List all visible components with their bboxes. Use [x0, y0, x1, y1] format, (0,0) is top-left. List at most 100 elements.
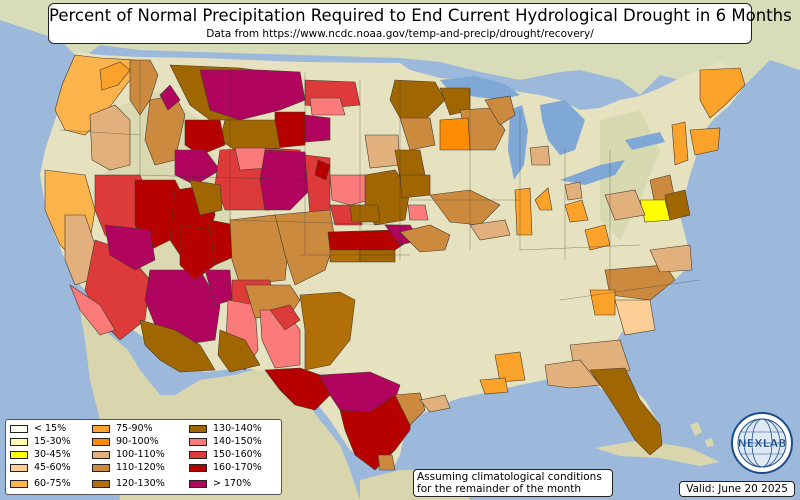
region-tx-tip: [377, 454, 396, 471]
legend-item: 30-45%: [10, 449, 71, 461]
note-line-2: for the remainder of the month: [417, 483, 582, 495]
legend-label: 90-100%: [116, 436, 159, 447]
region-florida: [589, 367, 663, 456]
legend-item: 90-100%: [92, 436, 159, 448]
legend-label: 160-170%: [213, 462, 262, 473]
region-ne-c: [329, 174, 371, 206]
legend-label: 110-120%: [116, 462, 165, 473]
region-ga-s: [544, 359, 601, 389]
region-tx-w: [264, 367, 331, 411]
region-ma: [689, 127, 721, 156]
region-mo-w: [399, 224, 451, 253]
title-box: Percent of Normal Precipitation Required…: [48, 3, 792, 44]
region-utah-ne: [189, 179, 223, 216]
region-ok-n: [329, 249, 361, 263]
gulf-of-california: [125, 330, 175, 395]
legend-swatch: [92, 451, 110, 459]
cuba: [595, 440, 720, 466]
region-ks-n2: [349, 204, 381, 223]
legend-item: < 15%: [10, 423, 66, 435]
region-sd-west: [304, 114, 331, 143]
region-sc: [614, 299, 656, 336]
bahamas: [690, 422, 714, 447]
legend-label: 100-110%: [116, 449, 165, 460]
lake-huron: [540, 100, 585, 155]
legend-item: 120-130%: [92, 478, 165, 490]
region-tx-panhandle: [299, 291, 356, 371]
legend-item: 150-160%: [189, 449, 262, 461]
lake-michigan: [508, 105, 528, 180]
legend: < 15% 15-30% 30-45% 45-60% 60-75% 75-90%…: [5, 419, 282, 495]
logo-text: NEXLAB: [737, 437, 786, 450]
region-ne-pocket: [314, 159, 331, 181]
note-line-1: Assuming climatological conditions: [417, 471, 602, 483]
region-tx-s: [339, 394, 413, 471]
region-mi-s: [529, 145, 551, 166]
region-idaho-pocket: [159, 84, 181, 111]
region-wa-central: [99, 61, 131, 91]
region-la: [479, 377, 509, 395]
legend-item: 15-30%: [10, 436, 71, 448]
legend-swatch: [189, 438, 207, 446]
legend-label: < 15%: [34, 423, 67, 434]
region-il-s: [469, 219, 511, 241]
lake-erie: [560, 160, 625, 185]
legend-swatch: [10, 451, 28, 459]
region-wy-n: [219, 119, 281, 151]
region-ia-n: [364, 134, 401, 169]
legend-item: 75-90%: [92, 423, 153, 435]
lake-ontario: [625, 132, 665, 150]
legend-label: 15-30%: [34, 436, 71, 447]
region-va-n: [604, 189, 646, 221]
legend-label: 45-60%: [34, 462, 71, 473]
region-ia-s: [399, 174, 431, 199]
legend-item: 110-120%: [92, 462, 165, 474]
region-mn-s: [399, 117, 436, 151]
legend-item: 160-170%: [189, 462, 262, 474]
region-ca-coast: [69, 284, 116, 336]
region-ok-n2: [359, 249, 396, 263]
legend-label: > 170%: [213, 478, 252, 489]
legend-item: 45-60%: [10, 462, 71, 474]
legend-swatch: [92, 480, 110, 488]
drought-regions: [44, 54, 746, 471]
legend-item: 60-75%: [10, 478, 71, 490]
region-wi-w: [439, 117, 471, 151]
region-ca-sierra: [104, 224, 156, 271]
nexlab-globe-logo: NEXLAB: [731, 412, 793, 474]
region-mo-nw: [407, 204, 429, 221]
region-az-n: [179, 224, 216, 281]
region-in: [514, 187, 533, 236]
legend-swatch: [10, 438, 28, 446]
region-montana-e: [199, 69, 306, 121]
legend-swatch: [189, 451, 207, 459]
region-md: [639, 199, 671, 223]
region-nc-e: [649, 244, 693, 273]
legend-item: 140-150%: [189, 436, 262, 448]
legend-label: 150-160%: [213, 449, 262, 460]
region-maine: [699, 67, 746, 119]
legend-item: 130-140%: [189, 423, 262, 435]
legend-label: 130-140%: [213, 423, 262, 434]
region-idaho-wy: [184, 119, 226, 156]
legend-item: 100-110%: [92, 449, 165, 461]
region-or-east: [89, 104, 131, 171]
valid-date: Valid: June 20 2025: [679, 481, 795, 497]
region-il-n: [429, 189, 501, 226]
map-subtitle: Data from https://www.ncdc.noaa.gov/temp…: [206, 28, 594, 40]
region-oh-w: [534, 187, 553, 211]
region-ia-n2: [394, 149, 426, 179]
legend-swatch: [92, 425, 110, 433]
legend-swatch: [92, 438, 110, 446]
legend-swatch: [10, 480, 28, 488]
legend-swatch: [189, 425, 207, 433]
region-sd-north: [309, 97, 346, 116]
legend-label: 30-45%: [34, 449, 71, 460]
legend-label: 120-130%: [116, 478, 165, 489]
region-az: [144, 269, 221, 346]
region-oh-c: [564, 181, 583, 201]
region-mi-up: [484, 95, 516, 126]
legend-swatch: [189, 464, 207, 472]
